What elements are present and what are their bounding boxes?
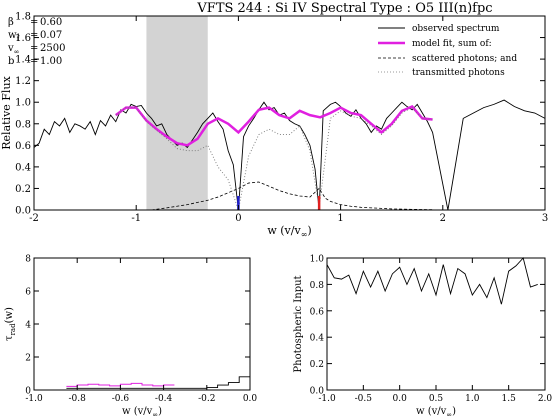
photo-ytick-label: 0.4 (310, 334, 325, 344)
tau-xtick-label: -0.4 (155, 394, 173, 404)
main-xtick-label: 2 (440, 213, 446, 224)
main-xtick-label: -1 (131, 213, 141, 224)
photo-y-axis-label: Photospheric Input (293, 275, 304, 372)
main-series-line-2 (151, 181, 433, 211)
legend-label-model: model fit, sum of: (412, 39, 492, 49)
legend-label-observed: observed spectrum (412, 24, 500, 34)
photo-ytick-label: 1.0 (310, 255, 325, 265)
param-wf: wf = 0.07 (8, 30, 62, 43)
tau-xtick-label: 0.0 (243, 394, 258, 404)
legend-label-transmitted: transmitted photons (412, 68, 505, 78)
main-ytick-label: 1.4 (15, 55, 31, 66)
tau-ytick-label: 0 (25, 387, 31, 397)
tau-xtick-label: -0.8 (69, 394, 87, 404)
parameter-block: β = 0.60 wf = 0.07 v∞ = 2500 b = 1.00 (7, 17, 65, 67)
main-xtick-label: -2 (29, 213, 39, 224)
main-ytick-label: 0.4 (15, 162, 31, 173)
photo-xtick-label: 0.5 (429, 394, 444, 404)
photo-xtick-label: 0.0 (393, 394, 408, 404)
tau-y-axis-label: τrad(w) (4, 307, 17, 341)
main-ytick-label: 1.2 (15, 76, 31, 87)
tau-ytick-label: 8 (25, 255, 31, 265)
main-ytick-label: 0.2 (15, 184, 31, 195)
param-vinf: v∞ = 2500 (7, 43, 65, 56)
main-ytick-label: 1.0 (15, 98, 31, 109)
main-frame (33, 15, 546, 211)
tau-frame (33, 257, 251, 391)
main-ytick-label: 1.6 (15, 33, 31, 44)
photo-ytick-label: 0.2 (310, 360, 324, 370)
photo-xtick-label: -1.0 (318, 394, 336, 404)
chart-title: VFTS 244 : Si IV Spectral Type : O5 III(… (196, 1, 492, 16)
param-beta: β = 0.60 (8, 17, 62, 28)
main-series-line-0 (33, 99, 546, 211)
photo-ytick-label: 0.0 (310, 387, 325, 397)
main-xtick-label: 0 (235, 213, 241, 224)
photo-x-axis-label: w (v/v∞) (416, 406, 456, 416)
shaded-band (146, 16, 208, 210)
main-xtick-label: 3 (542, 213, 548, 224)
tau-ytick-label: 4 (25, 321, 31, 331)
photo-xtick-label: 2.0 (538, 394, 553, 404)
photo-xtick-label: 1.5 (502, 394, 517, 404)
tau-xtick-label: -1.0 (25, 394, 43, 404)
main-ytick-label: 0.6 (15, 141, 31, 152)
photo-frame (326, 257, 546, 391)
tau-xtick-label: -0.6 (112, 394, 130, 404)
param-b: b = 1.00 (8, 56, 62, 67)
tau-ytick-label: 6 (25, 288, 31, 298)
main-spectrum-plot: -2 -1 0 1 2 3 0.0 0.2 0.4 0.6 0.8 1.0 1.2 1.4 1.6 1.8 w … (0, 12, 548, 240)
main-y-axis-label: Relative Flux (0, 75, 13, 149)
main-ytick-label: 0.0 (15, 206, 31, 217)
tau-ytick-label: 2 (25, 354, 31, 364)
tau-xtick-label: -0.2 (198, 394, 215, 404)
photo-xtick-label: 1.0 (465, 394, 480, 404)
tau-x-axis-label: w (v/v∞) (122, 406, 162, 416)
legend-label-scattered: scattered photons; and (412, 54, 517, 64)
main-x-axis-label: w (v/v∞) (267, 224, 311, 239)
tau-series-line-0 (66, 376, 250, 389)
legend: observed spectrum model fit, sum of: sca… (378, 24, 517, 78)
main-series-line-3 (115, 107, 433, 212)
tau-plot: -1.0 -0.8 -0.6 -0.4 -0.2 0.0 0 2 4 6 8 w (v/v∞) τrad… (4, 255, 257, 416)
photo-xtick-label: -0.5 (355, 394, 373, 404)
main-series-line-1 (115, 105, 433, 147)
main-ytick-label: 1.8 (15, 12, 31, 23)
photo-ytick-label: 0.8 (310, 281, 325, 291)
photospheric-plot: -1.0 -0.5 0.0 0.5 1.0 1.5 2.0 0.0 0.2 0.4 0.6 0.8 1.… (293, 255, 552, 416)
photo-ytick-label: 0.6 (310, 307, 325, 317)
photo-series-line-0 (326, 257, 538, 305)
main-xtick-label: 1 (337, 213, 343, 224)
main-ytick-label: 0.8 (15, 119, 31, 130)
